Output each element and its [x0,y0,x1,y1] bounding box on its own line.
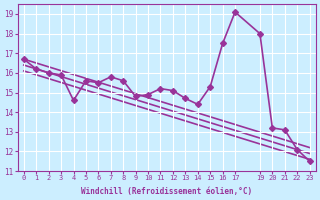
X-axis label: Windchill (Refroidissement éolien,°C): Windchill (Refroidissement éolien,°C) [81,187,252,196]
